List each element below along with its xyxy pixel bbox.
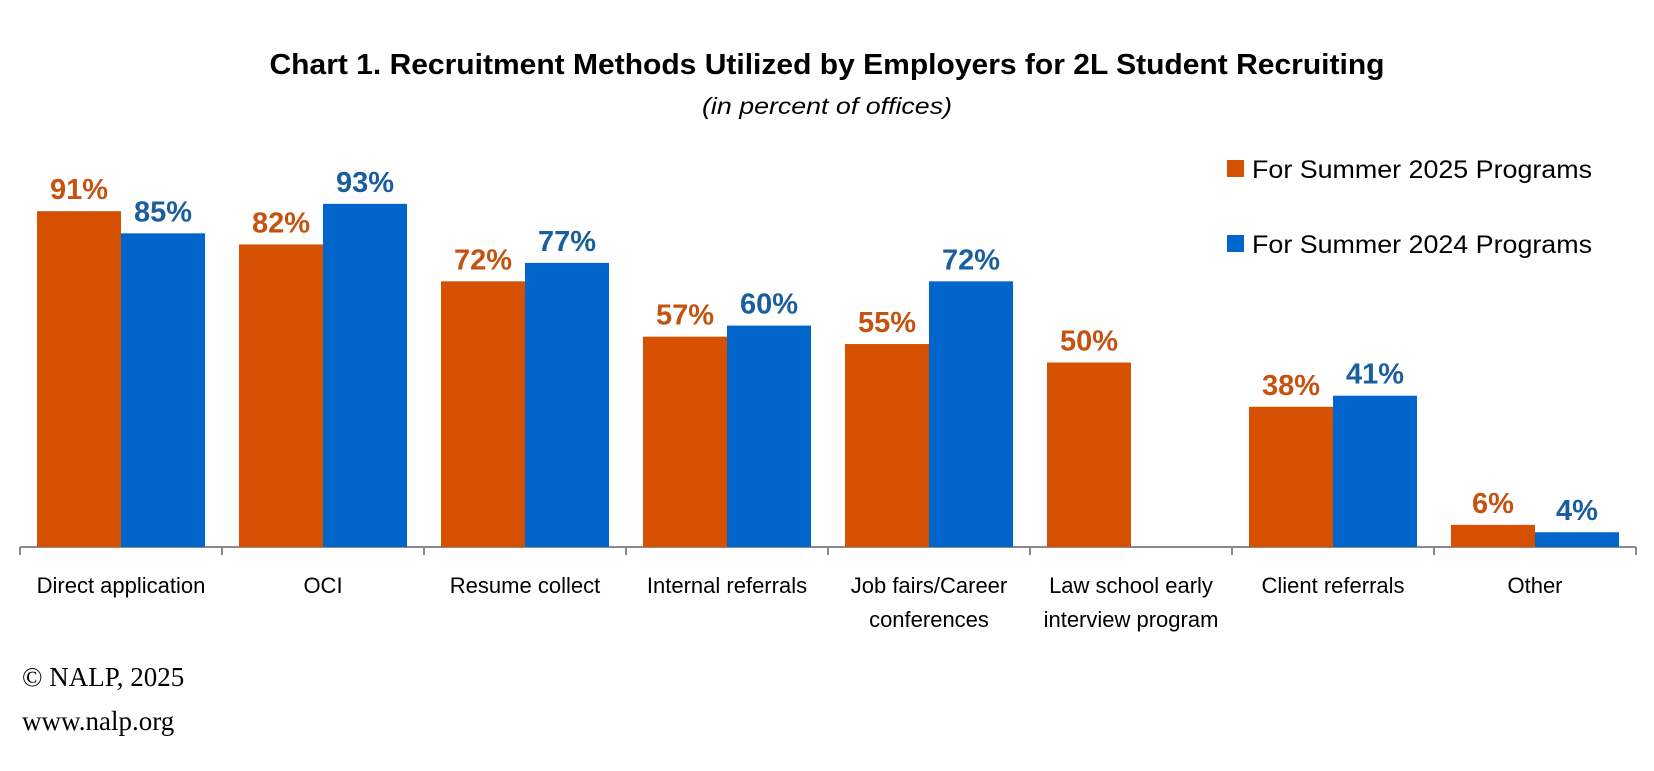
data-label: 93% [336, 167, 394, 199]
legend-swatch-2025 [1227, 160, 1244, 177]
data-label: 4% [1556, 495, 1598, 527]
bar-2024 [1333, 395, 1417, 547]
legend-label-2025: For Summer 2025 Programs [1252, 156, 1592, 184]
bar-2024 [727, 325, 811, 547]
data-label: 57% [656, 300, 714, 332]
chart-subtitle: (in percent of offices) [702, 93, 952, 119]
copyright-text: © NALP, 2025 [22, 662, 184, 692]
category-label: Law school early interview program [1044, 573, 1219, 632]
bar-2024 [525, 262, 609, 547]
bar-2025 [239, 244, 323, 548]
category-label: Internal referrals [647, 573, 807, 598]
bar-2024 [1535, 532, 1619, 547]
data-label: 50% [1060, 326, 1118, 358]
category-label: Job fairs/Career conferences [851, 573, 1008, 632]
data-label: 38% [1262, 370, 1320, 402]
bar-2025 [1047, 362, 1131, 547]
data-label: 41% [1346, 359, 1404, 391]
bar-2024 [121, 233, 205, 547]
bar-2025 [37, 211, 121, 547]
data-label: 60% [740, 289, 798, 321]
category-label: Client referrals [1261, 573, 1404, 598]
data-label: 72% [454, 244, 512, 276]
data-label: 6% [1472, 488, 1514, 520]
legend-swatch-2024 [1227, 235, 1244, 252]
bar-2024 [323, 203, 407, 547]
website-text: www.nalp.org [22, 706, 174, 736]
category-label: OCI [303, 573, 342, 598]
chart-title: Chart 1. Recruitment Methods Utilized by… [270, 49, 1385, 81]
legend-label-2024: For Summer 2024 Programs [1252, 231, 1592, 259]
category-label: Other [1507, 573, 1562, 598]
data-label: 82% [252, 207, 310, 239]
bar-2025 [845, 344, 929, 547]
category-label: Resume collect [450, 573, 600, 598]
legend: For Summer 2025 Programs For Summer 2024… [1227, 156, 1592, 259]
data-label: 72% [942, 244, 1000, 276]
bar-2025 [1249, 406, 1333, 547]
plot-area: 91% 85% Direct application 82% 93% OCI 72% 77% R… [19, 167, 1637, 632]
data-label: 77% [538, 226, 596, 258]
data-label: 55% [858, 307, 916, 339]
bar-2025 [1451, 524, 1535, 547]
bar-2024 [929, 281, 1013, 547]
category-label: Direct application [37, 573, 206, 598]
data-label: 85% [134, 196, 192, 228]
bar-2025 [441, 281, 525, 547]
data-label: 91% [50, 174, 108, 206]
bar-2025 [643, 336, 727, 547]
